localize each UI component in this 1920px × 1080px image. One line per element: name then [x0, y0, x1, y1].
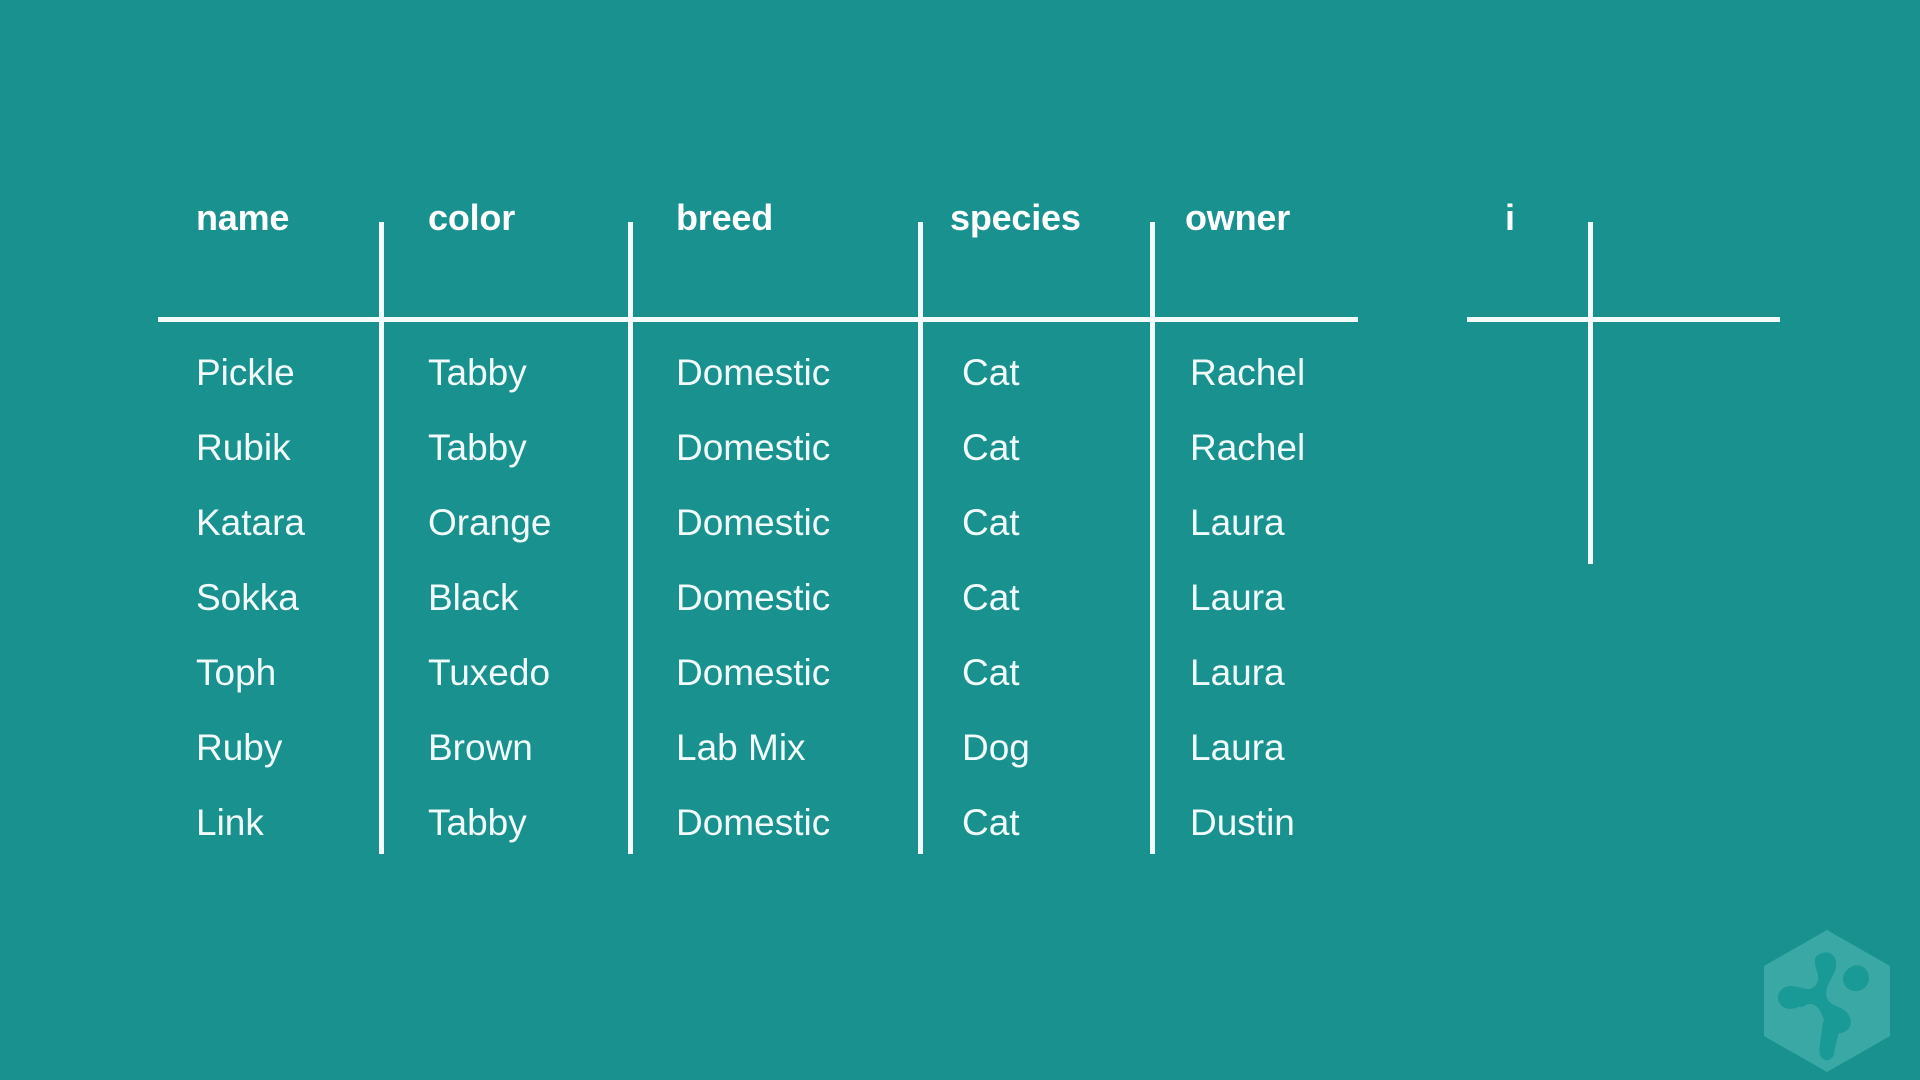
- cell-breed-1: Domestic: [676, 427, 831, 468]
- cell-name-2: Katara: [196, 502, 306, 543]
- column-header-color[interactable]: color: [428, 197, 516, 238]
- cell-species-3: Cat: [962, 577, 1020, 618]
- column-separator-4: [1150, 222, 1155, 854]
- column-header-breed[interactable]: breed: [676, 197, 774, 238]
- cell-breed-4: Domestic: [676, 652, 831, 693]
- cell-species-6: Cat: [962, 802, 1020, 843]
- cell-color-5: Brown: [428, 727, 533, 768]
- column-header-i[interactable]: i: [1505, 197, 1515, 238]
- cell-name-4: Toph: [196, 652, 277, 693]
- cell-owner-3: Laura: [1190, 577, 1285, 618]
- cell-color-6: Tabby: [428, 802, 527, 843]
- cell-species-5: Dog: [962, 727, 1030, 768]
- column-separator-extra: [1588, 222, 1593, 564]
- cell-name-6: Link: [196, 802, 264, 843]
- column-separator-1: [379, 222, 384, 854]
- cell-owner-2: Laura: [1190, 502, 1285, 543]
- cell-breed-5: Lab Mix: [676, 727, 806, 768]
- column-header-species[interactable]: species: [950, 197, 1081, 238]
- column-separator-2: [628, 222, 633, 854]
- cell-name-0: Pickle: [196, 352, 295, 393]
- header-underline-extra: [1467, 317, 1780, 322]
- cell-species-0: Cat: [962, 352, 1020, 393]
- header-underline-main: [158, 317, 1358, 322]
- column-header-name[interactable]: name: [196, 197, 290, 238]
- cell-name-3: Sokka: [196, 577, 299, 618]
- cell-color-4: Tuxedo: [428, 652, 551, 693]
- cell-breed-2: Domestic: [676, 502, 831, 543]
- cell-owner-4: Laura: [1190, 652, 1285, 693]
- cell-breed-3: Domestic: [676, 577, 831, 618]
- cell-breed-6: Domestic: [676, 802, 831, 843]
- cell-owner-5: Laura: [1190, 727, 1285, 768]
- cell-species-2: Cat: [962, 502, 1020, 543]
- cell-species-4: Cat: [962, 652, 1020, 693]
- cell-name-5: Ruby: [196, 727, 283, 768]
- cell-breed-0: Domestic: [676, 352, 831, 393]
- cell-owner-0: Rachel: [1190, 352, 1306, 393]
- cell-color-1: Tabby: [428, 427, 527, 468]
- cell-color-0: Tabby: [428, 352, 527, 393]
- egghead-hex-logo-icon: [1757, 928, 1897, 1074]
- cell-name-1: Rubik: [196, 427, 291, 468]
- column-header-owner[interactable]: owner: [1185, 197, 1291, 238]
- cell-color-3: Black: [428, 577, 519, 618]
- column-separator-3: [918, 222, 923, 854]
- cell-owner-1: Rachel: [1190, 427, 1306, 468]
- cell-color-2: Orange: [428, 502, 552, 543]
- cell-species-1: Cat: [962, 427, 1020, 468]
- cell-owner-6: Dustin: [1190, 802, 1295, 843]
